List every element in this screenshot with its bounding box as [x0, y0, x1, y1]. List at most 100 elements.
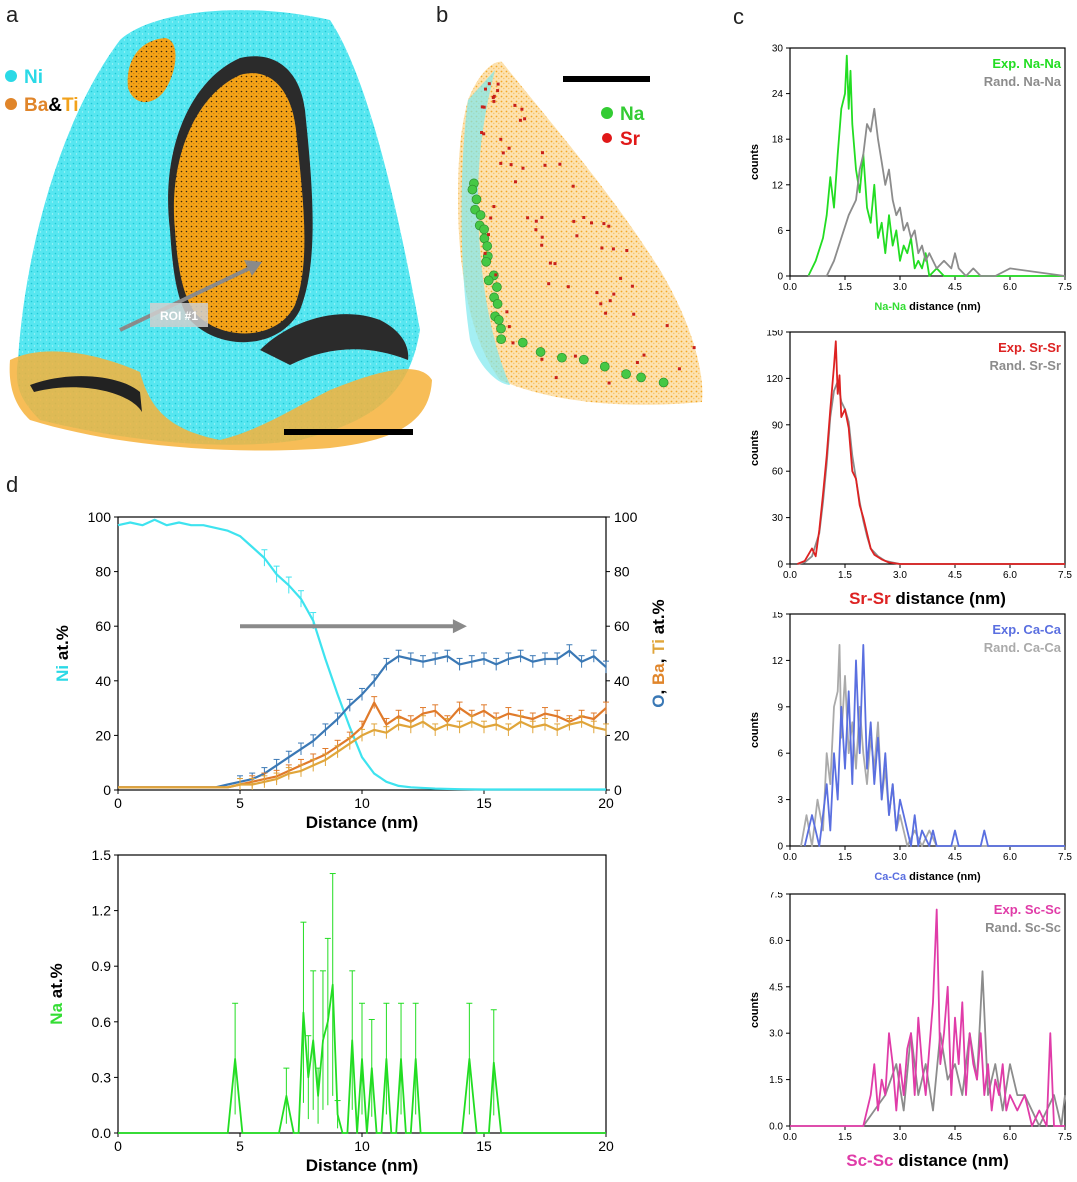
- sr-atom: [507, 146, 511, 150]
- y-tick-label: 120: [766, 374, 783, 385]
- sr-atom: [604, 311, 608, 315]
- legend-entry: Exp. Sc-Sc: [994, 902, 1061, 917]
- sr-atom: [635, 361, 639, 364]
- na-atom: [492, 282, 502, 292]
- sr-atom: [489, 216, 493, 220]
- x-tick-label: 6.0: [1003, 570, 1017, 581]
- sr-atom: [575, 234, 579, 238]
- panel-label-b: b: [436, 2, 449, 27]
- na-atoms: [467, 178, 669, 388]
- series-line-exp-sr-sr: [796, 340, 1065, 565]
- sr-atom: [492, 99, 496, 103]
- sr-atom: [499, 161, 503, 165]
- sr-atom: [548, 261, 552, 265]
- y-tick-label: 0: [777, 842, 783, 853]
- sr-atom: [540, 215, 544, 219]
- na-atom: [493, 315, 504, 325]
- na-atom: [471, 194, 482, 205]
- y-tick-label: 6.0: [769, 936, 783, 947]
- chart-sc-sc: 0.0 1.5 3.0 4.5 6.0 7.5 0.0 1.5 3.0 4.5 6.0 7.5 Exp.…: [749, 892, 1072, 1170]
- panel-label-a: a: [6, 2, 19, 27]
- sr-atom: [607, 381, 611, 385]
- y2-tick-label: 60: [614, 618, 630, 634]
- sr-atom: [480, 131, 484, 134]
- x-tick-label: 4.5: [948, 852, 962, 863]
- y-tick-label: 12: [772, 180, 784, 191]
- sr-atom: [642, 353, 646, 357]
- plot-frame: [789, 893, 1066, 1127]
- y2-tick-label: 80: [614, 564, 630, 580]
- sr-atom: [511, 341, 515, 345]
- na-atom: [535, 347, 546, 357]
- y2-tick-label: 0: [614, 782, 622, 798]
- x-axis-label: Na-Na distance (nm): [874, 301, 981, 313]
- sr-atom: [482, 105, 486, 109]
- sr-atom: [602, 222, 606, 226]
- sr-atom: [540, 357, 544, 361]
- x-tick-label: 4.5: [948, 1132, 962, 1143]
- sr-atom: [509, 163, 513, 167]
- sr-atom: [572, 219, 576, 223]
- sr-atom: [496, 82, 500, 86]
- legend-entry: Rand. Sr-Sr: [989, 358, 1061, 373]
- series-line-exp-ca-ca: [803, 644, 1065, 847]
- sr-atom: [487, 233, 490, 237]
- panel-a-reconstruction: ROI #1 Ni Ba&Ti: [5, 10, 433, 451]
- bati-small-precipitate: [127, 38, 176, 103]
- y-tick-label: 18: [772, 135, 784, 146]
- x-axis-label: Sc-Sc distance (nm): [846, 1151, 1009, 1170]
- sr-atom: [492, 205, 496, 208]
- chart-na-profile: 0 5 10 15 20 0.0 0.3 0.6 0.9 1.2 1.5 Distance (nm) N…: [47, 847, 614, 1175]
- sr-atom: [554, 376, 558, 380]
- b-slice-region: [458, 61, 703, 405]
- y-tick-label: 30: [772, 513, 784, 524]
- series-line-exp-sc-sc: [790, 908, 1065, 1127]
- y-axis-label-right: O, Ba, Ti at.%: [649, 599, 668, 707]
- x-axis-label: Distance (nm): [306, 813, 418, 832]
- sr-atom: [599, 302, 603, 306]
- sr-atom: [573, 354, 577, 358]
- sr-atom: [630, 284, 634, 288]
- x-tick-label: 10: [354, 795, 370, 811]
- series-line-rand-sr-sr: [797, 380, 1065, 565]
- y-tick-label: 60: [772, 467, 784, 478]
- sr-atom: [540, 235, 544, 239]
- dark-interface-band: [260, 314, 409, 365]
- y-tick-label: 0.3: [92, 1069, 112, 1085]
- x-tick-label: 1.5: [838, 282, 852, 293]
- sr-atom: [619, 276, 623, 280]
- y-tick-label: 0: [777, 560, 783, 571]
- x-tick-label: 4.5: [948, 570, 962, 581]
- legend-entry: Exp. Sr-Sr: [998, 340, 1061, 355]
- series-line-rand-ca-ca: [800, 644, 1065, 847]
- x-tick-label: 20: [598, 795, 614, 811]
- roi-label-box: [150, 303, 208, 327]
- sr-atom: [487, 82, 491, 86]
- na-atom: [599, 361, 610, 372]
- x-tick-label: 5: [236, 1138, 244, 1154]
- series-line-ni: [117, 518, 606, 791]
- y-tick-label: 4.5: [769, 982, 783, 993]
- y-tick-label: 0.6: [92, 1014, 112, 1030]
- x-tick-label: 1.5: [838, 570, 852, 581]
- sr-atom: [595, 291, 599, 295]
- dark-interface-line: [30, 376, 142, 412]
- x-tick-label: 6.0: [1003, 1132, 1017, 1143]
- y-tick-label: 3: [777, 795, 783, 806]
- y-tick-label: 1.2: [92, 903, 112, 919]
- na-atom: [481, 256, 492, 267]
- sr-atom: [483, 251, 487, 255]
- sr-atom: [558, 162, 562, 166]
- na-atom: [578, 354, 589, 365]
- legend-bati-marker: [5, 98, 17, 110]
- y2-tick-label: 100: [614, 509, 638, 525]
- y-tick-label: 0: [777, 272, 783, 283]
- y-axis-label: Na at.%: [47, 963, 66, 1024]
- legend-entry: Rand. Sc-Sc: [985, 920, 1061, 935]
- na-atom: [658, 377, 669, 388]
- y-tick-label: 15: [772, 612, 784, 621]
- sr-atom: [491, 96, 495, 99]
- y-tick-label: 7.5: [769, 892, 783, 901]
- na-atom: [517, 337, 528, 348]
